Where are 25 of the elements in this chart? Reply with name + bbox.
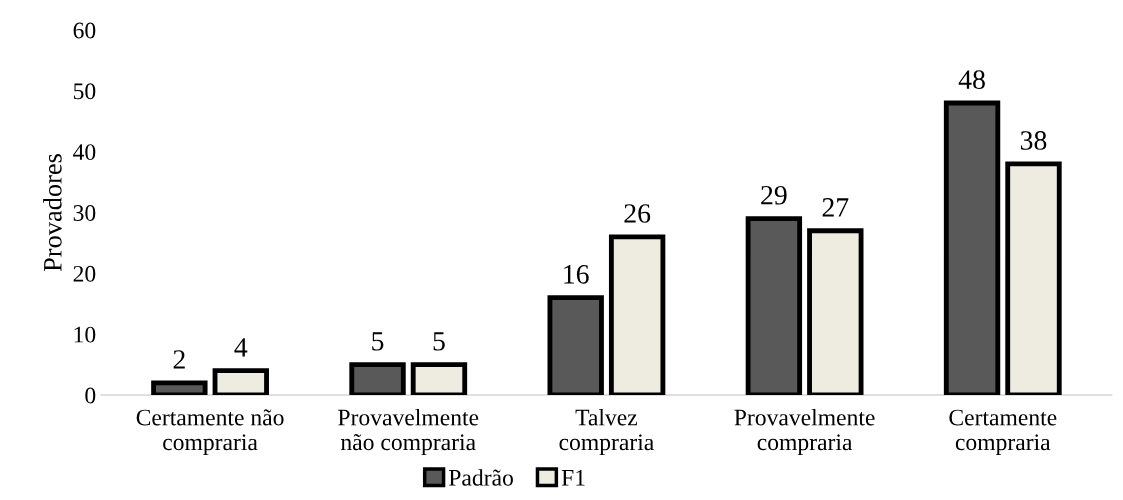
data-label: 5 <box>372 332 384 351</box>
legend-label: F1 <box>561 469 585 486</box>
y-tick-label: 30 <box>73 204 96 221</box>
data-label: 5 <box>433 332 445 351</box>
y-tick-label: 10 <box>74 326 96 343</box>
y-tick-label: 60 <box>73 22 96 39</box>
y-tick-label: 40 <box>73 144 96 161</box>
data-label: 48 <box>958 70 985 90</box>
data-label: 38 <box>1020 131 1047 150</box>
legend-label: Padrão <box>448 469 513 486</box>
data-label: 26 <box>624 204 651 223</box>
x-tick-label: Certamente não compraria <box>136 409 284 455</box>
y-tick-label: 50 <box>73 83 96 100</box>
data-label: 29 <box>761 185 787 205</box>
x-tick-label: Certamente compraria <box>949 409 1057 455</box>
x-tick-label: Provavelmente não compraria <box>338 408 479 455</box>
y-tick-label: 20 <box>73 265 96 282</box>
x-tick-label: Talvez compraria <box>559 408 654 455</box>
data-label: 16 <box>564 265 589 284</box>
data-label: 2 <box>173 350 185 369</box>
data-label: 4 <box>234 338 248 357</box>
y-axis-title: Provadores <box>43 154 62 272</box>
x-tick-label: Provavelmente compraria <box>734 408 875 455</box>
y-tick-label: 0 <box>85 387 96 404</box>
data-label: 27 <box>822 198 849 217</box>
